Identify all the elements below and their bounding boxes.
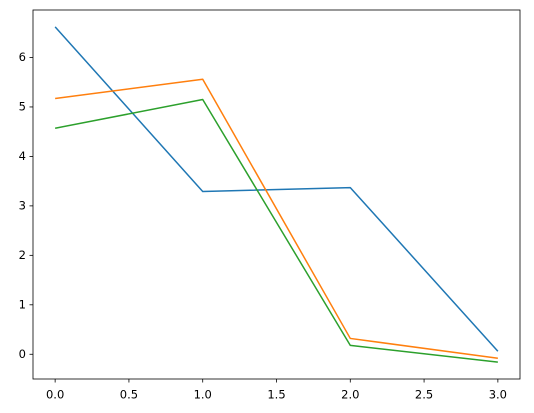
line-series [54, 26, 499, 352]
x-tick-label: 2.0 [341, 388, 359, 402]
y-tick-label: 3 [19, 198, 26, 212]
plot-frame [32, 9, 521, 380]
line-series [55, 78, 498, 359]
y-tick-label: 5 [19, 99, 26, 113]
y-tick-label: 1 [19, 297, 26, 311]
line-series [54, 98, 498, 363]
x-tick-label: 1.0 [194, 388, 212, 402]
x-tick-label: 2.5 [415, 388, 433, 402]
x-tick-label: 1.5 [267, 388, 285, 402]
x-tick-label: 0.0 [46, 388, 64, 402]
y-tick-label: 6 [19, 50, 26, 64]
x-tick-label: 3.0 [489, 388, 507, 402]
x-tick-label: 0.5 [120, 388, 138, 402]
y-tick-label: 2 [19, 248, 26, 262]
y-tick-label: 0 [19, 347, 26, 361]
y-tick-label: 4 [19, 149, 26, 163]
